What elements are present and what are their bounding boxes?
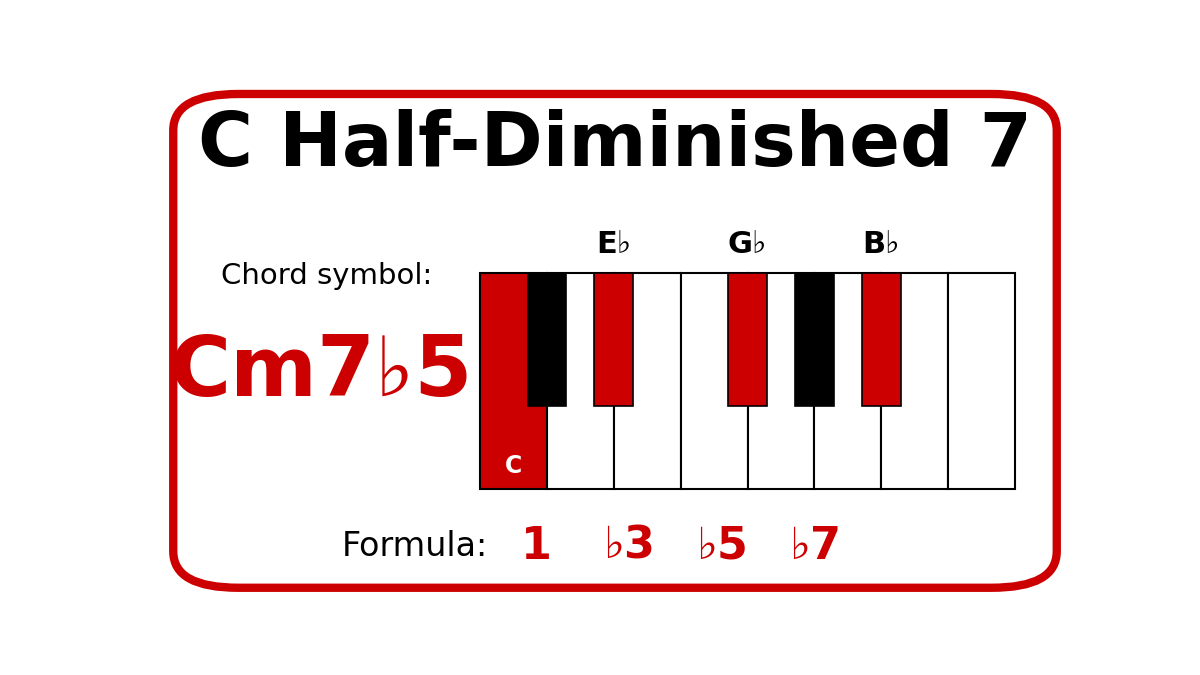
Bar	[480, 273, 547, 489]
Text: B♭: B♭	[863, 230, 900, 259]
Bar	[614, 273, 680, 489]
Text: C Half-Diminished 7: C Half-Diminished 7	[198, 109, 1032, 182]
Text: Cm7♭5: Cm7♭5	[170, 331, 474, 412]
FancyBboxPatch shape	[173, 94, 1057, 588]
Text: E♭: E♭	[596, 230, 631, 259]
Bar	[815, 273, 881, 489]
Bar	[680, 273, 748, 489]
Text: ♭5: ♭5	[696, 524, 748, 568]
Bar	[748, 273, 815, 489]
Bar	[547, 273, 614, 489]
Bar	[948, 273, 1015, 489]
Bar	[594, 273, 634, 406]
Bar	[728, 273, 767, 406]
Text: Formula:: Formula:	[342, 530, 488, 563]
Text: ♭3: ♭3	[604, 524, 655, 568]
Text: 1: 1	[521, 524, 552, 568]
Bar	[528, 273, 566, 406]
Text: C: C	[505, 454, 522, 478]
Text: G♭: G♭	[728, 230, 767, 259]
Bar	[794, 273, 834, 406]
Bar	[862, 273, 900, 406]
Text: ♭7: ♭7	[788, 524, 841, 568]
Text: Chord symbol:: Chord symbol:	[221, 262, 432, 290]
Bar	[881, 273, 948, 489]
